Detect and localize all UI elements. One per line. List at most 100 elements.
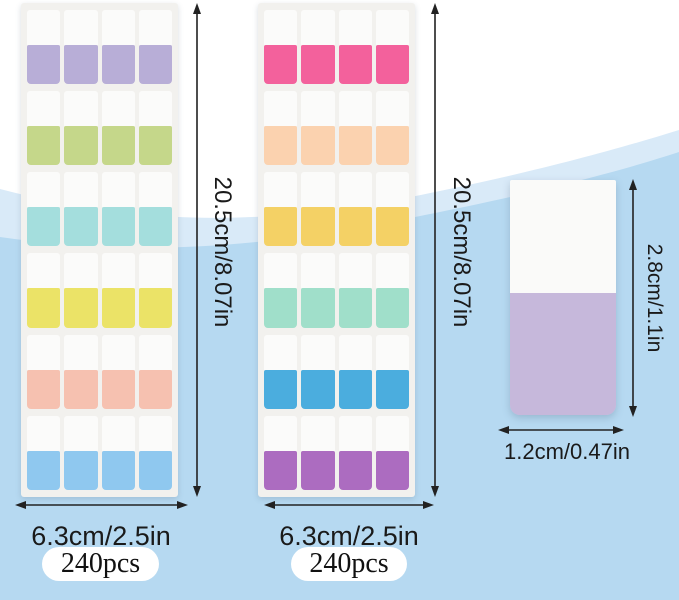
tab-white-area [301,415,335,451]
index-tab [338,172,372,247]
tab-row-green [27,91,172,166]
tab-white-area [375,91,409,127]
index-tab [264,253,298,328]
index-tab [27,253,61,328]
tab-color-area [27,44,61,85]
tab-color-area [27,369,61,409]
tab-white-area [301,91,335,127]
tab-color-area [101,369,135,409]
width-arrow-left-sheet [15,499,188,511]
index-tab [101,253,135,328]
tab-row-peach [264,91,409,166]
tab-color-area [138,44,172,85]
tab-color-area [101,207,135,247]
tab-white-area [138,172,172,208]
tab-white-area [27,334,61,370]
tab-color-area [338,207,372,247]
tab-white-area [264,172,298,208]
index-tab [138,334,172,409]
tab-white-area [264,91,298,127]
index-tab [138,415,172,490]
index-tab [27,91,61,166]
index-tab [101,91,135,166]
index-tab [64,10,98,85]
tab-row-yellow [27,253,172,328]
index-tab [375,172,409,247]
tab-white-area [338,253,372,289]
tab-white-area [101,253,135,289]
index-tab [101,172,135,247]
index-tab [264,172,298,247]
tab-color-area [64,288,98,328]
tab-white-area [375,415,409,451]
index-tab [338,10,372,85]
index-tab [375,91,409,166]
tab-row-lavender [27,10,172,85]
index-tab [64,253,98,328]
tab-color-area [264,450,298,490]
count-label-right: 240pcs [309,548,389,579]
height-arrow-left-sheet [191,3,203,497]
index-tab [27,172,61,247]
tab-white-area [375,172,409,208]
index-tab [301,253,335,328]
tab-sheet-left [21,3,178,497]
tab-color-area [27,450,61,490]
index-tab [301,10,335,85]
tab-color-area [101,450,135,490]
index-tab [138,172,172,247]
width-arrow-single-tab [498,424,624,436]
index-tab [138,10,172,85]
index-tab [375,10,409,85]
index-tab [101,415,135,490]
tab-color-area [338,126,372,166]
tab-color-area [64,207,98,247]
tab-white-area [375,10,409,45]
tab-color-area [101,126,135,166]
tab-white-area [264,334,298,370]
index-tab [338,91,372,166]
tab-color-area [338,369,372,409]
index-tab [64,415,98,490]
index-tab [301,172,335,247]
index-tab [301,334,335,409]
tab-white-area [27,91,61,127]
tab-row-mint [264,253,409,328]
index-tab [27,415,61,490]
tab-color-area [338,288,372,328]
single-tab [510,180,616,415]
tab-color-area [64,44,98,85]
tab-white-area [301,10,335,45]
tab-color-area [138,369,172,409]
tab-white-area [101,334,135,370]
width-label-right-sheet: 6.3cm/2.5in [279,521,419,551]
tab-white-area [64,91,98,127]
tab-color-area [375,207,409,247]
tab-color-area [101,288,135,328]
tab-white-area [264,10,298,45]
single-tab-color-area [510,293,616,415]
tab-white-area [264,415,298,451]
tab-color-area [264,126,298,166]
tab-white-area [338,415,372,451]
tab-white-area [101,415,135,451]
tab-white-area [27,415,61,451]
tab-white-area [375,334,409,370]
tab-color-area [27,288,61,328]
width-label-left-sheet: 6.3cm/2.5in [31,521,171,551]
tab-color-area [338,450,372,490]
tab-color-area [138,288,172,328]
single-tab-white-area [510,180,616,293]
index-tab [138,253,172,328]
index-tab [64,172,98,247]
tab-white-area [138,91,172,127]
tab-row-golden-yellow [264,172,409,247]
tab-white-area [338,334,372,370]
index-tab [27,334,61,409]
tab-white-area [64,10,98,45]
height-arrow-right-sheet [429,3,441,497]
tab-color-area [27,126,61,166]
index-tab [375,253,409,328]
index-tab [264,10,298,85]
